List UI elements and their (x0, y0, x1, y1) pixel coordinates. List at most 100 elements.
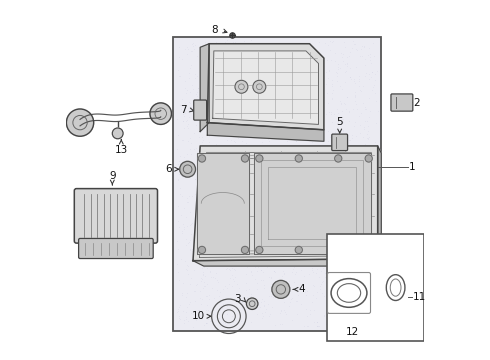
Point (222, 250, 230, 256)
Point (268, 130, 275, 136)
Point (299, 75, 307, 80)
Point (356, 221, 364, 226)
Point (338, 116, 346, 122)
Point (266, 244, 273, 250)
Point (208, 316, 216, 322)
Point (337, 250, 345, 256)
Point (361, 73, 368, 79)
Point (236, 230, 244, 235)
Point (260, 282, 268, 288)
Point (196, 64, 203, 69)
Point (277, 176, 285, 182)
Point (338, 302, 345, 308)
Point (365, 281, 372, 287)
Point (339, 58, 347, 64)
Point (249, 193, 257, 199)
Point (196, 85, 204, 91)
Point (308, 145, 316, 151)
Point (325, 68, 333, 74)
Point (229, 142, 237, 148)
Point (225, 203, 233, 209)
Point (203, 320, 211, 326)
Point (338, 213, 345, 219)
Point (305, 243, 313, 249)
Point (206, 309, 214, 315)
Point (249, 67, 257, 72)
Point (213, 234, 220, 240)
Point (195, 310, 202, 315)
Point (298, 137, 306, 143)
Point (255, 98, 263, 104)
Point (343, 61, 351, 67)
Point (328, 305, 336, 310)
Point (331, 281, 339, 287)
Point (257, 80, 265, 86)
Point (250, 156, 258, 162)
Point (315, 323, 322, 329)
Point (301, 230, 309, 235)
Point (258, 310, 266, 316)
Point (256, 70, 264, 76)
Polygon shape (193, 259, 381, 266)
Point (246, 152, 254, 157)
Point (276, 129, 284, 135)
Point (351, 80, 359, 86)
Point (227, 137, 235, 143)
Point (248, 228, 256, 233)
Point (260, 277, 268, 283)
Point (247, 77, 255, 82)
Point (277, 231, 285, 237)
Point (229, 319, 237, 325)
Point (313, 58, 320, 64)
Point (298, 80, 306, 85)
Point (221, 56, 229, 62)
Point (343, 60, 351, 66)
Point (327, 312, 335, 318)
Point (247, 268, 255, 274)
Point (277, 93, 285, 99)
Point (360, 44, 368, 50)
Point (241, 74, 248, 80)
Point (305, 79, 313, 85)
Point (285, 260, 293, 266)
Point (176, 191, 184, 197)
Point (328, 77, 336, 83)
Text: 12: 12 (346, 327, 359, 337)
Point (206, 268, 214, 274)
Point (329, 137, 337, 143)
Point (251, 210, 259, 215)
Point (231, 303, 239, 309)
Point (191, 176, 199, 181)
Point (188, 41, 196, 46)
Point (326, 258, 334, 264)
Point (297, 228, 305, 234)
Point (325, 318, 333, 324)
Point (356, 305, 364, 311)
Point (240, 63, 247, 69)
Point (372, 302, 380, 307)
Point (355, 190, 363, 196)
Point (174, 309, 182, 314)
Point (174, 54, 182, 60)
Point (362, 106, 370, 112)
Point (174, 306, 182, 311)
Point (225, 67, 233, 72)
Point (233, 229, 241, 234)
Point (371, 91, 379, 96)
FancyBboxPatch shape (78, 238, 153, 258)
Point (305, 42, 313, 48)
Point (247, 37, 255, 43)
Point (202, 152, 210, 157)
Point (198, 252, 206, 258)
Point (214, 254, 221, 260)
Point (308, 139, 316, 145)
Point (201, 151, 209, 157)
Point (355, 229, 363, 235)
Point (306, 212, 314, 218)
Point (292, 269, 300, 275)
Bar (173, 37, 381, 330)
Point (292, 138, 299, 144)
Point (182, 90, 190, 96)
Point (350, 78, 358, 84)
Point (190, 46, 197, 51)
